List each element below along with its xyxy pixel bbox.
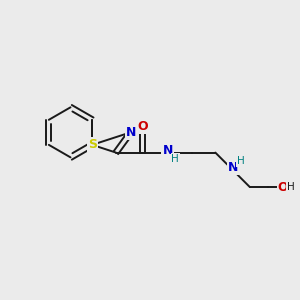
Text: H: H [171,154,179,164]
Text: O: O [278,181,288,194]
Text: S: S [88,138,97,151]
Text: H: H [237,156,245,166]
Text: N: N [163,144,173,157]
Text: N: N [228,161,238,174]
Text: O: O [137,120,148,133]
Text: H: H [287,182,295,192]
Text: N: N [125,126,136,139]
